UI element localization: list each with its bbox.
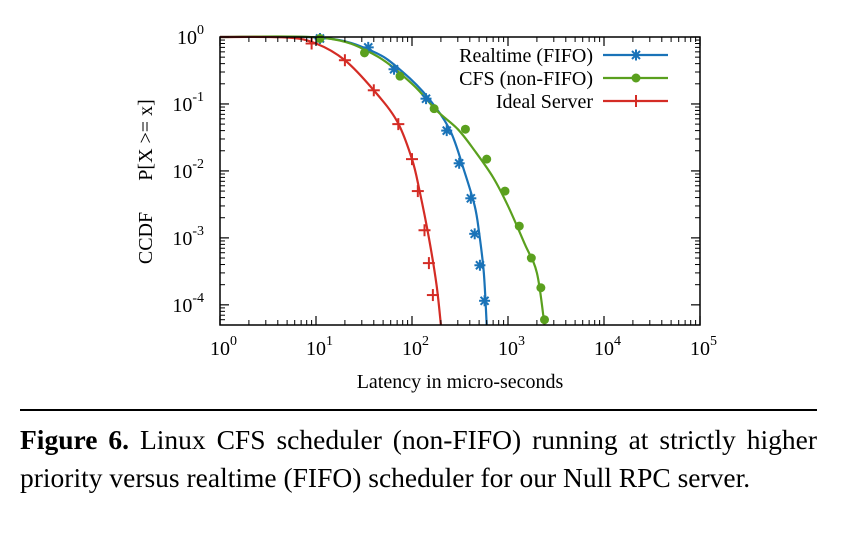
legend-label-cfs-non-fifo: CFS (non-FIFO)	[459, 68, 593, 90]
data-point-cfs-non-fifo	[395, 71, 405, 81]
x-tick-exponent: 5	[710, 334, 717, 349]
x-tick-label: 104	[594, 334, 621, 360]
legend-label-ideal-server: Ideal Server	[496, 91, 594, 113]
legend-marker-realtime-fifo	[630, 49, 642, 61]
y-tick-exponent: -1	[192, 90, 204, 105]
data-point-realtime-fifo	[465, 192, 477, 204]
data-point-realtime-fifo	[420, 93, 432, 105]
data-point-ideal-server	[338, 54, 351, 67]
y-tick-label: 10-2	[172, 157, 204, 183]
data-point-cfs-non-fifo	[536, 283, 546, 293]
data-point-cfs-non-fifo	[514, 221, 524, 231]
y-tick-exponent: -3	[192, 224, 204, 239]
x-tick-exponent: 4	[614, 334, 621, 349]
data-point-realtime-fifo	[453, 157, 465, 169]
x-tick-label: 103	[498, 334, 525, 360]
data-point-cfs-non-fifo	[429, 104, 439, 114]
legend: Realtime (FIFO)CFS (non-FIFO)Ideal Serve…	[459, 45, 668, 113]
legend-label-realtime-fifo: Realtime (FIFO)	[459, 45, 593, 67]
data-point-ideal-server	[411, 185, 424, 198]
x-tick-exponent: 3	[518, 334, 525, 349]
data-point-ideal-server	[418, 224, 431, 237]
y-tick-label: 100	[177, 23, 204, 49]
data-point-realtime-fifo	[479, 295, 491, 307]
data-point-cfs-non-fifo	[460, 124, 470, 134]
x-tick-label: 105	[690, 334, 717, 360]
legend-marker-cfs-non-fifo	[631, 73, 641, 83]
caption-divider	[20, 409, 817, 411]
legend-marker-ideal-server	[630, 95, 642, 107]
y-tick-exponent: 0	[197, 23, 204, 38]
data-point-ideal-server	[406, 153, 418, 166]
data-point-realtime-fifo	[388, 63, 400, 75]
y-axis-title-ccdf: CCDF	[135, 212, 157, 264]
x-tick-exponent: 0	[230, 334, 237, 349]
data-point-realtime-fifo	[474, 259, 486, 271]
series-line-realtime-fifo	[219, 35, 488, 326]
series-markers	[305, 32, 550, 325]
x-tick-label: 101	[306, 334, 333, 360]
data-point-cfs-non-fifo	[359, 48, 369, 58]
data-point-cfs-non-fifo	[500, 186, 510, 196]
data-point-ideal-server	[426, 289, 439, 302]
x-tick-label: 102	[402, 334, 429, 360]
y-tick-label: 10-4	[172, 291, 204, 317]
x-tick-exponent: 2	[422, 334, 429, 349]
figure-caption: Figure 6. Linux CFS scheduler (non-FIFO)…	[20, 421, 817, 497]
y-tick-label: 10-1	[172, 90, 204, 116]
y-tick-label: 10-3	[172, 224, 204, 250]
data-point-cfs-non-fifo	[526, 253, 536, 263]
y-axis-title-probability: P[X >= x]	[135, 99, 157, 180]
series-line-cfs-non-fifo	[219, 35, 546, 326]
caption-text: Linux CFS scheduler (non-FIFO) running a…	[20, 424, 817, 493]
data-point-realtime-fifo	[469, 228, 481, 240]
x-tick-label: 100	[210, 334, 237, 360]
y-tick-exponent: -2	[192, 157, 204, 172]
y-tick-exponent: -4	[192, 291, 204, 306]
data-point-ideal-server	[392, 118, 405, 131]
x-tick-exponent: 1	[326, 334, 333, 349]
data-point-cfs-non-fifo	[482, 154, 492, 164]
x-axis-title: Latency in micro-seconds	[357, 371, 564, 393]
data-point-ideal-server	[422, 257, 435, 270]
data-point-realtime-fifo	[441, 125, 453, 137]
data-point-cfs-non-fifo	[540, 315, 550, 325]
data-point-cfs-non-fifo	[315, 33, 325, 43]
figure-label: Figure 6.	[20, 424, 129, 455]
data-point-ideal-server	[367, 84, 380, 97]
